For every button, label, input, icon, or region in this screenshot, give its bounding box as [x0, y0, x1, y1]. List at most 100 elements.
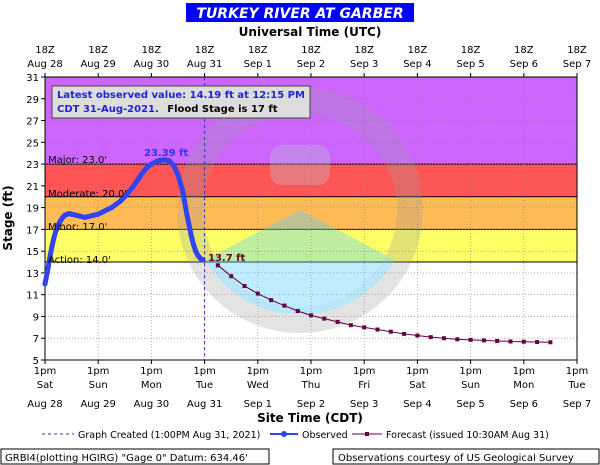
- band-label-major: Major: 23.0': [48, 155, 107, 166]
- x-tick-day: Mon: [141, 380, 162, 391]
- x-tick-date: Sep 1: [244, 399, 272, 410]
- forecast-point: [309, 313, 313, 318]
- forecast-point: [521, 339, 526, 344]
- peak-label: 23.39 ft: [144, 148, 188, 159]
- forecast-point: [508, 339, 513, 344]
- observed-point: [166, 158, 172, 164]
- forecast-point: [215, 263, 220, 268]
- top-tick-time: 18Z: [88, 45, 108, 56]
- observed-point: [77, 213, 84, 219]
- x-tick-day: Tue: [195, 380, 213, 391]
- x-tick-date: Sep 2: [297, 399, 325, 410]
- forecast-point: [375, 327, 380, 332]
- x-tick-date: Aug 31: [187, 399, 222, 410]
- x-tick-date: Sep 6: [510, 399, 538, 410]
- forecast-point: [495, 338, 500, 343]
- observed-point: [86, 213, 92, 219]
- x-tick-day: Sat: [409, 380, 425, 391]
- observed-point: [44, 270, 50, 276]
- forecast-point: [402, 331, 407, 336]
- x-tick-date: Aug 30: [134, 399, 169, 410]
- observed-point: [157, 157, 163, 163]
- forecast-point: [229, 274, 234, 279]
- observed-point: [153, 159, 159, 165]
- forecast-point: [269, 298, 274, 303]
- band-minor: [45, 196, 577, 230]
- observed-point: [179, 187, 186, 193]
- footer-left-box: [0, 448, 270, 465]
- y-tick-label: 7: [33, 334, 39, 345]
- top-tick-time: 18Z: [142, 45, 162, 56]
- observed-point: [200, 257, 206, 263]
- x-tick-day: Thu: [301, 380, 321, 391]
- top-tick-time: 18Z: [461, 45, 481, 56]
- top-tick-time: 18Z: [195, 45, 215, 56]
- noaa-watermark: [177, 87, 423, 333]
- observed-point: [175, 172, 181, 178]
- info-line-2b: Flood Stage is 17 ft: [167, 104, 277, 115]
- forecast-point: [335, 319, 340, 324]
- forecast-point: [428, 335, 433, 340]
- x-tick-time: 1pm: [513, 366, 535, 377]
- top-tick-date: Sep 2: [297, 59, 325, 70]
- observed-point: [95, 211, 101, 217]
- forecast-point: [322, 316, 327, 321]
- top-tick-date: Sep 6: [510, 59, 538, 70]
- forecast-point: [242, 283, 247, 288]
- forecast-point: [548, 340, 553, 345]
- top-tick-time: 18Z: [408, 45, 428, 56]
- x-tick-time: 1pm: [459, 366, 481, 377]
- y-tick-label: 5: [33, 356, 39, 367]
- x-tick-day: Wed: [247, 380, 269, 391]
- observed-point: [126, 188, 132, 194]
- forecast-point: [415, 333, 420, 338]
- y-tick-label: 11: [26, 291, 39, 302]
- info-line-2a: CDT 31-Aug-2021.: [57, 104, 159, 115]
- top-tick-time: 18Z: [248, 45, 268, 56]
- top-tick-time: 18Z: [35, 45, 55, 56]
- x-tick-day: Fri: [358, 380, 370, 391]
- x-tick-day: Mon: [513, 380, 534, 391]
- x-tick-date: Aug 29: [80, 399, 115, 410]
- top-tick-date: Aug 28: [27, 59, 62, 70]
- top-axis-title: Universal Time (UTC): [239, 25, 382, 39]
- y-tick-label: 25: [26, 138, 39, 149]
- observed-point: [190, 242, 197, 248]
- forecast-point: [362, 325, 367, 330]
- forecast-point: [455, 337, 460, 342]
- forecast-point: [282, 303, 287, 308]
- top-tick-time: 18Z: [301, 45, 321, 56]
- top-tick-date: Sep 5: [456, 59, 484, 70]
- footer-right-box: [332, 448, 600, 465]
- top-tick-date: Aug 29: [80, 59, 115, 70]
- title-bar: [186, 3, 414, 22]
- y-tick-label: 9: [33, 312, 39, 323]
- legend-created-label: Graph Created (1:00PM Aug 31, 2021): [78, 430, 260, 441]
- band-label-moderate: Moderate: 20.0': [48, 189, 127, 200]
- x-tick-date: Sep 5: [456, 399, 484, 410]
- x-tick-time: 1pm: [87, 366, 109, 377]
- gridlines: [45, 77, 577, 360]
- x-axis-title: Site Time (CDT): [257, 411, 363, 425]
- observed-point: [108, 205, 115, 211]
- axis-ticks: 5 7 9 11 13 15 17 19 21 23 25 27 29 31 1pm Sat Aug 28 1pm…: [26, 45, 591, 410]
- forecast-series: [215, 263, 553, 345]
- legend-observed-marker: [281, 431, 287, 437]
- x-tick-time: 1pm: [353, 366, 375, 377]
- x-tick-time: 1pm: [406, 366, 428, 377]
- x-tick-time: 1pm: [566, 366, 588, 377]
- y-tick-label: 27: [26, 117, 39, 128]
- observed-point: [51, 235, 57, 241]
- observed-series: [42, 157, 206, 287]
- observed-point: [184, 211, 190, 217]
- top-tick-time: 18Z: [567, 45, 587, 56]
- top-tick-date: Sep 4: [403, 59, 431, 70]
- band-label-action: Action: 14.0': [48, 255, 111, 266]
- observed-point: [55, 222, 61, 228]
- top-tick-time: 18Z: [514, 45, 534, 56]
- forecast-point: [348, 323, 353, 328]
- y-tick-label: 17: [26, 225, 39, 236]
- observed-point: [113, 201, 119, 207]
- top-tick-date: Sep 1: [244, 59, 272, 70]
